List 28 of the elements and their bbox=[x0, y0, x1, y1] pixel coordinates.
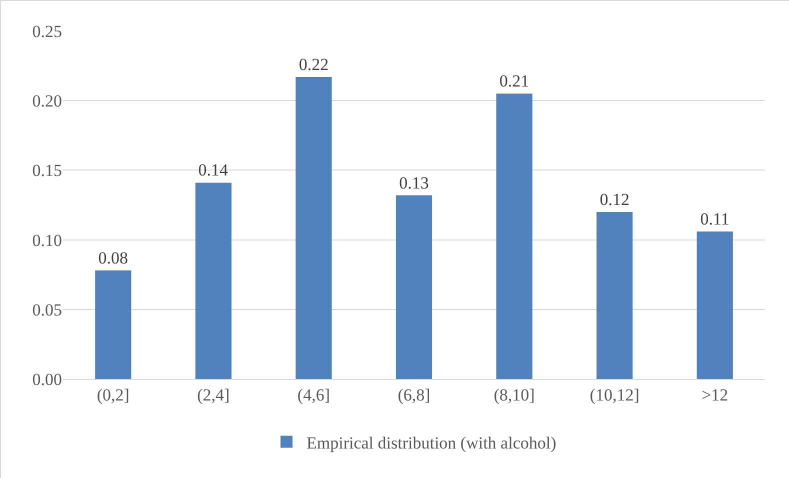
data-label: 0.21 bbox=[499, 72, 530, 91]
data-label: 0.22 bbox=[298, 54, 329, 74]
x-tick-label: (2,4] bbox=[197, 385, 230, 404]
y-tick-label: 0.00 bbox=[32, 370, 62, 389]
y-tick-label: 0.15 bbox=[32, 161, 62, 180]
y-tick-label: 0.25 bbox=[32, 22, 62, 41]
bar bbox=[95, 270, 132, 379]
bar bbox=[396, 195, 432, 379]
data-label: 0.08 bbox=[98, 248, 128, 268]
bar bbox=[296, 76, 332, 379]
data-label: 0.12 bbox=[600, 190, 630, 209]
y-tick-label: 0.05 bbox=[32, 300, 62, 320]
bar bbox=[696, 231, 733, 379]
y-tick-label: 0.20 bbox=[32, 92, 62, 111]
x-tick-label: (8,10] bbox=[494, 385, 535, 404]
bar bbox=[195, 182, 232, 379]
data-label: 0.14 bbox=[198, 160, 229, 180]
x-tick-label: (0,2] bbox=[96, 385, 130, 404]
x-tick-label: >12 bbox=[702, 385, 728, 404]
data-label: 0.13 bbox=[399, 173, 429, 192]
data-label: 0.11 bbox=[700, 209, 730, 228]
x-tick-label: (10,12] bbox=[590, 385, 640, 404]
x-tick-label: (6,8] bbox=[398, 385, 430, 404]
y-tick-label: 0.10 bbox=[32, 230, 62, 250]
bar bbox=[496, 94, 532, 379]
legend-label: Empirical distribution (with alcohol) bbox=[306, 433, 556, 452]
bar bbox=[596, 212, 633, 379]
x-tick-label: (4,6] bbox=[297, 385, 330, 404]
